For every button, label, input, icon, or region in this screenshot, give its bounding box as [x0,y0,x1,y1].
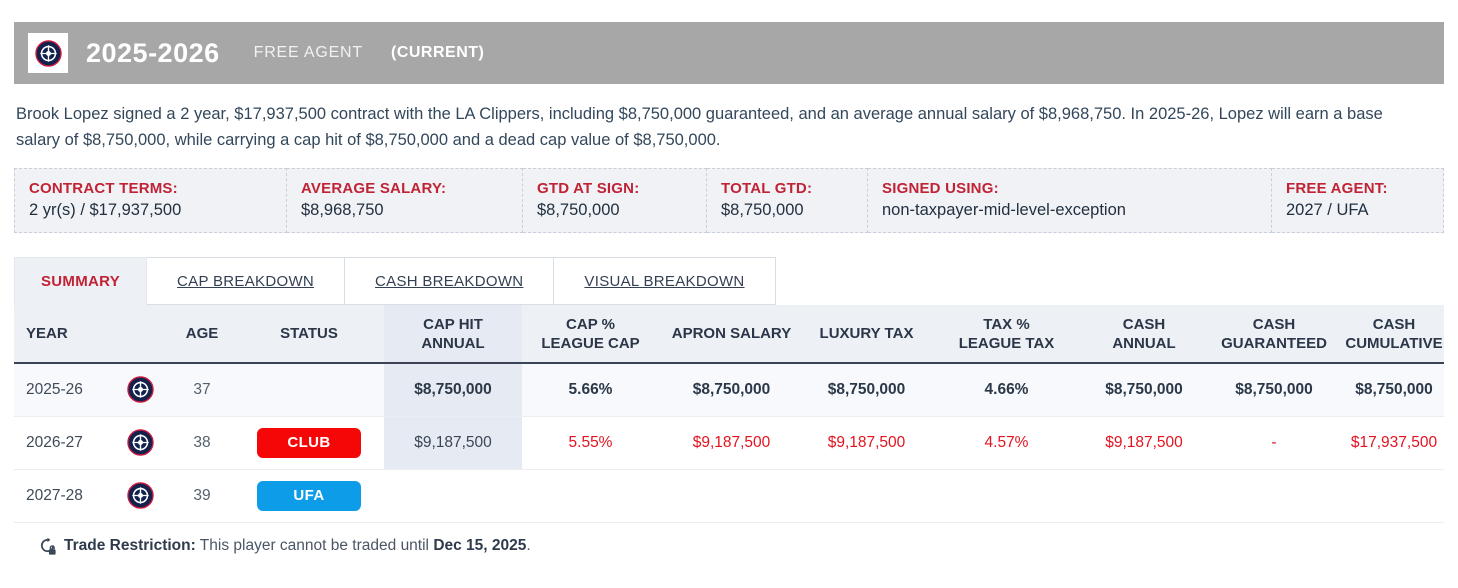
trade-lock-icon [40,537,56,555]
team-logo-icon [126,482,154,509]
apron-salary-cell: $9,187,500 [692,433,771,451]
cash-cumulative-cell: $17,937,500 [1350,433,1438,451]
cap-hit-cell: $9,187,500 [384,416,522,469]
cash-guaranteed-cell: $8,750,000 [1235,380,1313,398]
term-value: 2 yr(s) / $17,937,500 [29,201,182,219]
col-header-status: STATUS [234,305,384,363]
team-logo-box [28,33,68,73]
term-label: SIGNED USING: [882,180,999,197]
table-row-2027-28: 2027-28 39 UFA [14,469,1444,522]
age-cell: 39 [193,486,211,504]
luxury-tax-cell: $9,187,500 [827,433,906,451]
tab-visual-breakdown[interactable]: VISUAL BREAKDOWN [554,257,776,305]
term-value: $8,750,000 [721,201,804,219]
tax-pct-cell [929,469,1084,522]
col-header-cash-guaranteed: CASH GUARANTEED [1204,305,1344,363]
free-agent-label: FREE AGENT [253,44,363,61]
year-cell: 2026-27 [26,433,83,451]
cash-cumulative-cell [1344,469,1444,522]
cash-guaranteed-cell: - [1271,433,1277,451]
term-value: $8,968,750 [301,201,384,219]
status-badge-club: CLUB [257,427,361,458]
status-cell [234,363,384,416]
contract-terms-strip: CONTRACT TERMS: 2 yr(s) / $17,937,500 AV… [14,168,1444,233]
status-cell: CLUB [234,416,384,469]
contract-page: 2025-2026 FREE AGENT (CURRENT) Brook Lop… [14,22,1444,556]
col-header-tax-pct: TAX % LEAGUE TAX [929,305,1084,363]
apron-salary-cell: $8,750,000 [692,380,771,398]
team-logo-icon [126,376,154,403]
term-gtd-at-sign: GTD AT SIGN: $8,750,000 [523,168,707,233]
col-header-apron-salary: APRON SALARY [659,305,804,363]
age-cell: 38 [193,433,211,451]
year-cell: 2025-26 [26,380,83,398]
col-header-team [110,305,170,363]
col-header-luxury-tax: LUXURY TAX [804,305,929,363]
col-header-age: AGE [170,305,234,363]
table-header-row: YEAR AGE STATUS CAP HIT ANNUAL CAP % LEAGU… [14,305,1444,363]
trade-restriction-text: This player cannot be traded until [195,537,434,554]
term-contract-terms: CONTRACT TERMS: 2 yr(s) / $17,937,500 [14,168,287,233]
team-cell [110,416,170,469]
col-header-cash-annual: CASH ANNUAL [1084,305,1204,363]
contract-summary-text: Brook Lopez signed a 2 year, $17,937,500… [16,105,1383,149]
col-header-cap-pct: CAP % LEAGUE CAP [522,305,659,363]
status-badge-ufa: UFA [257,480,361,511]
status-cell: UFA [234,469,384,522]
age-cell: 37 [193,380,211,398]
season-title: 2025-2026 [86,37,220,68]
term-value: 2027 / UFA [1286,201,1369,219]
cash-annual-cell: $9,187,500 [1105,433,1183,451]
luxury-tax-cell [804,469,929,522]
trade-restriction-date: Dec 15, 2025 [433,537,527,554]
year-cell: 2027-28 [26,486,83,504]
trade-restriction-label: Trade Restriction: [64,537,196,554]
cap-hit-cell: $8,750,000 [384,363,522,416]
team-logo-icon [34,39,62,67]
tab-cash-breakdown[interactable]: CASH BREAKDOWN [345,257,555,305]
term-label: AVERAGE SALARY: [301,180,447,197]
salary-table: YEAR AGE STATUS CAP HIT ANNUAL CAP % LEAGU… [14,305,1444,523]
breakdown-tabs: SUMMARY CAP BREAKDOWN CASH BREAKDOWN VIS… [14,257,1444,305]
tax-pct-cell: 4.57% [984,433,1029,451]
term-value: $8,750,000 [537,201,620,219]
cash-annual-cell [1084,469,1204,522]
cap-pct-cell [522,469,659,522]
tab-summary[interactable]: SUMMARY [14,257,148,305]
cap-pct-cell: 5.55% [568,433,613,451]
team-cell [110,469,170,522]
cash-guaranteed-cell [1204,469,1344,522]
trade-restriction-note: Trade Restriction: This player cannot be… [38,537,1444,556]
table-row-2025-26: 2025-26 37 $8,750,000 5.66% $8,750,000 $… [14,363,1444,416]
team-cell [110,363,170,416]
cash-annual-cell: $8,750,000 [1105,380,1183,398]
apron-salary-cell [659,469,804,522]
cap-pct-cell: 5.66% [568,380,613,398]
table-row-2026-27: 2026-27 38 CLUB $9,187,500 5.55% $9 [14,416,1444,469]
luxury-tax-cell: $8,750,000 [827,380,906,398]
term-signed-using: SIGNED USING: non-taxpayer-mid-level-exc… [868,168,1272,233]
team-logo-icon [126,429,154,456]
term-average-salary: AVERAGE SALARY: $8,968,750 [287,168,523,233]
term-free-agent: FREE AGENT: 2027 / UFA [1272,168,1444,233]
tab-cap-breakdown[interactable]: CAP BREAKDOWN [147,257,346,305]
term-label: CONTRACT TERMS: [29,180,178,197]
term-total-gtd: TOTAL GTD: $8,750,000 [707,168,868,233]
tax-pct-cell: 4.66% [984,380,1029,398]
term-label: GTD AT SIGN: [537,180,640,197]
col-header-cash-cumulative: CASH CUMULATIVE [1344,305,1444,363]
cap-hit-cell [384,469,522,522]
col-header-year: YEAR [14,305,110,363]
current-label: (CURRENT) [390,44,485,61]
term-label: TOTAL GTD: [721,180,813,197]
season-header-bar: 2025-2026 FREE AGENT (CURRENT) [14,22,1444,84]
term-value: non-taxpayer-mid-level-exception [882,201,1126,219]
col-header-cap-hit: CAP HIT ANNUAL [384,305,522,363]
term-label: FREE AGENT: [1286,180,1388,197]
cash-cumulative-cell: $8,750,000 [1355,380,1433,398]
